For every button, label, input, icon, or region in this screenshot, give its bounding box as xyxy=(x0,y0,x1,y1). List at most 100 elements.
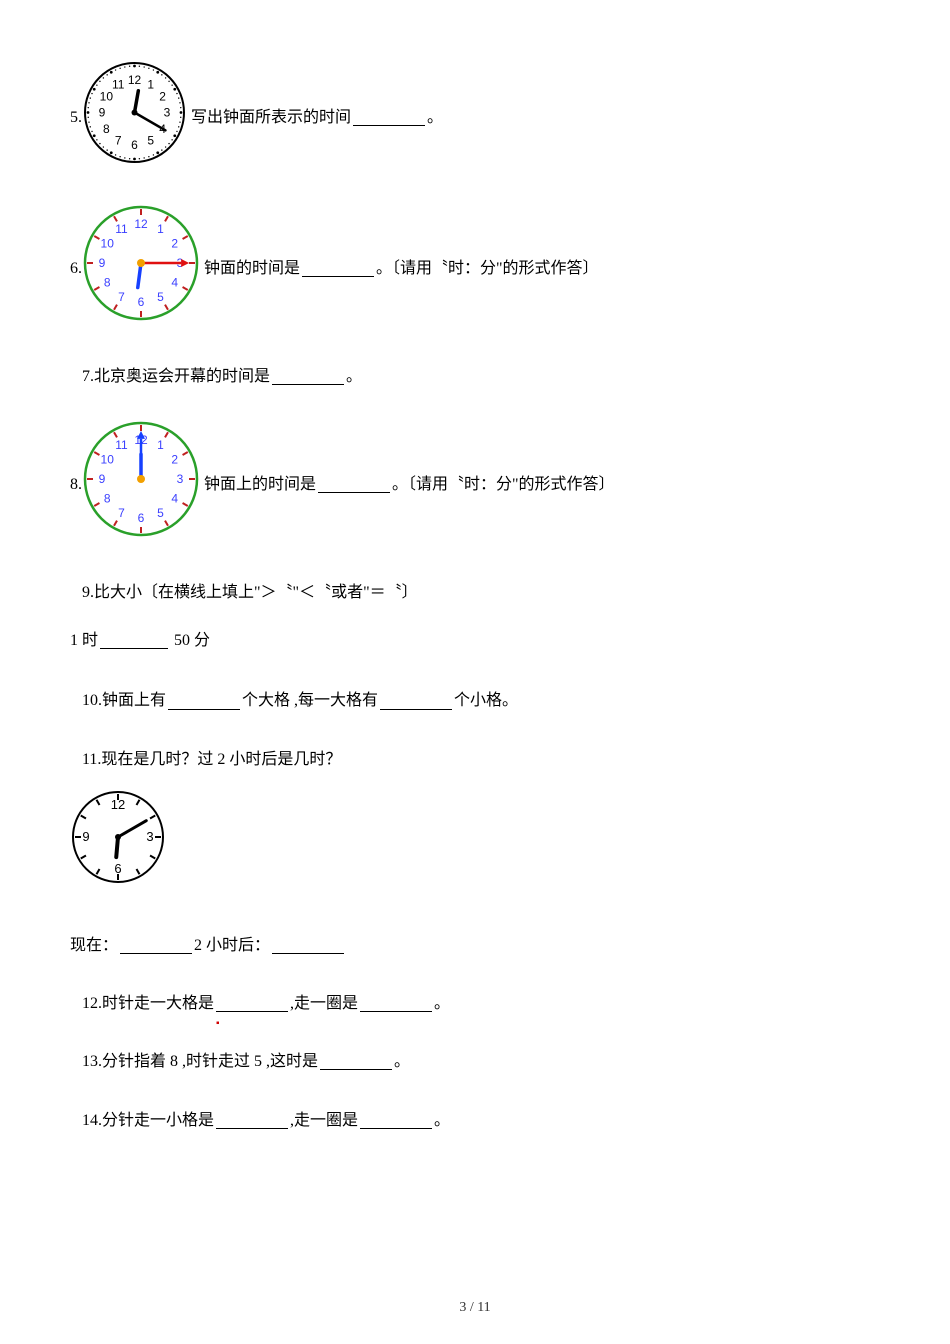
blank[interactable] xyxy=(302,261,374,277)
q6-text-a: 钟面的时间是 xyxy=(204,254,300,284)
question-13: 13. 分针指着 8 ,时针走过 5 ,这时是 。 xyxy=(70,1047,880,1077)
svg-text:5: 5 xyxy=(157,290,164,304)
question-12: 12. 时针走一大格是 ▪ ,走一圈是 。 xyxy=(70,989,880,1019)
clock-q6: 123456789101112 xyxy=(82,204,200,333)
question-7: 7. 北京奥运会开幕的时间是 。 xyxy=(70,362,880,392)
svg-text:1: 1 xyxy=(157,438,164,452)
blank[interactable] xyxy=(380,694,452,710)
svg-text:2: 2 xyxy=(171,237,178,251)
question-8: 8. 123456789101112 钟面上的时间是 。〔请用〝时：分"的形式作… xyxy=(70,420,880,549)
svg-text:9: 9 xyxy=(82,829,89,844)
svg-text:5: 5 xyxy=(157,506,164,520)
question-11-clock: 12369 xyxy=(70,789,880,896)
svg-text:5: 5 xyxy=(147,134,154,148)
blank[interactable] xyxy=(216,1113,288,1129)
question-6: 6. 123456789101112 钟面的时间是 。〔请用〝时：分"的形式作答… xyxy=(70,204,880,333)
svg-text:11: 11 xyxy=(115,223,128,237)
svg-text:9: 9 xyxy=(99,472,106,486)
blank[interactable] xyxy=(168,694,240,710)
q12-b: ,走一圈是 xyxy=(290,989,358,1019)
svg-text:7: 7 xyxy=(118,506,125,520)
q14-c: 。 xyxy=(434,1106,450,1136)
q12-a: 时针走一大格是 xyxy=(102,989,214,1019)
question-number: 13. xyxy=(82,1047,102,1077)
q8-text-a: 钟面上的时间是 xyxy=(204,470,316,500)
svg-text:7: 7 xyxy=(115,134,122,148)
q12-c: 。 xyxy=(434,989,450,1019)
q11-text: 现在是几时？过 2 小时后是几时？ xyxy=(101,745,341,775)
question-11: 11. 现在是几时？过 2 小时后是几时？ xyxy=(70,745,880,775)
question-number: 9. xyxy=(82,578,94,608)
question-number: 14. xyxy=(82,1106,102,1136)
q10-c: 个小格。 xyxy=(454,686,518,716)
question-14: 14. 分针走一小格是 ,走一圈是 。 xyxy=(70,1106,880,1136)
svg-text:2: 2 xyxy=(171,453,178,467)
svg-text:12: 12 xyxy=(128,73,142,87)
q14-a: 分针走一小格是 xyxy=(102,1106,214,1136)
svg-text:3: 3 xyxy=(146,829,153,844)
clock-q5: 123456789101112 xyxy=(82,60,187,176)
blank[interactable] xyxy=(120,938,192,954)
clock-q8: 123456789101112 xyxy=(82,420,200,549)
q7-text: 北京奥运会开幕的时间是 xyxy=(94,362,270,392)
svg-text:1: 1 xyxy=(147,77,154,91)
q13-b: 。 xyxy=(394,1047,410,1077)
question-11-sub: 现在： 2 小时后： xyxy=(70,931,880,961)
svg-text:7: 7 xyxy=(118,290,125,304)
question-number: 7. xyxy=(82,362,94,392)
blank[interactable] xyxy=(100,633,168,649)
blank[interactable] xyxy=(318,477,390,493)
question-number: 11. xyxy=(82,745,101,775)
q6-text-b: 。〔请用〝时：分"的形式作答〕 xyxy=(376,254,599,284)
clock-q11: 12369 xyxy=(70,789,166,896)
blank[interactable] xyxy=(360,996,432,1012)
question-number: 10. xyxy=(82,686,102,716)
svg-text:1: 1 xyxy=(157,223,164,237)
svg-text:11: 11 xyxy=(115,438,128,452)
svg-text:3: 3 xyxy=(177,472,184,486)
svg-text:10: 10 xyxy=(101,237,115,251)
q9-left: 1 时 xyxy=(70,626,98,656)
svg-text:3: 3 xyxy=(164,106,171,120)
blank[interactable] xyxy=(216,996,288,1012)
svg-text:4: 4 xyxy=(171,276,178,290)
q13-a: 分针指着 8 ,时针走过 5 ,这时是 xyxy=(102,1047,318,1077)
blank[interactable] xyxy=(360,1113,432,1129)
question-10: 10. 钟面上有 个大格 ,每一大格有 个小格。 xyxy=(70,686,880,716)
svg-text:11: 11 xyxy=(112,77,125,91)
q11b-b: 2 小时后： xyxy=(194,931,270,961)
question-number: 8. xyxy=(70,470,82,500)
q10-b: 个大格 ,每一大格有 xyxy=(242,686,378,716)
question-5: 5. 123456789101112 写出钟面所表示的时间 。 xyxy=(70,60,880,176)
question-9-sub: 1 时 50 分 xyxy=(70,626,880,656)
blank[interactable] xyxy=(272,938,344,954)
svg-text:9: 9 xyxy=(99,256,106,270)
svg-text:4: 4 xyxy=(171,492,178,506)
q10-a: 钟面上有 xyxy=(102,686,166,716)
q5-tail: 。 xyxy=(427,103,443,133)
q14-b: ,走一圈是 xyxy=(290,1106,358,1136)
q9-text: 比大小〔在横线上填上"＞〝"＜〝或者"＝〝〕 xyxy=(94,578,418,608)
marker-dot: ▪ xyxy=(216,1014,220,1033)
q9-right: 50 分 xyxy=(170,626,210,656)
q8-text-b: 。〔请用〝时：分"的形式作答〕 xyxy=(392,470,615,500)
svg-text:12: 12 xyxy=(134,217,148,231)
q5-text: 写出钟面所表示的时间 xyxy=(191,103,351,133)
page-footer: 3 / 11 xyxy=(0,1300,950,1316)
svg-text:6: 6 xyxy=(114,861,121,876)
svg-text:2: 2 xyxy=(159,89,166,103)
blank[interactable] xyxy=(272,369,344,385)
svg-text:10: 10 xyxy=(101,453,115,467)
question-number: 5. xyxy=(70,103,82,133)
q7-tail: 。 xyxy=(346,362,362,392)
svg-text:6: 6 xyxy=(138,295,145,309)
svg-text:8: 8 xyxy=(103,122,110,136)
svg-text:8: 8 xyxy=(104,492,111,506)
question-number: 12. xyxy=(82,989,102,1019)
blank[interactable] xyxy=(353,110,425,126)
blank[interactable] xyxy=(320,1054,392,1070)
svg-text:6: 6 xyxy=(131,138,138,152)
question-9: 9. 比大小〔在横线上填上"＞〝"＜〝或者"＝〝〕 xyxy=(70,578,880,608)
q11b-a: 现在： xyxy=(70,931,118,961)
svg-text:9: 9 xyxy=(99,106,106,120)
